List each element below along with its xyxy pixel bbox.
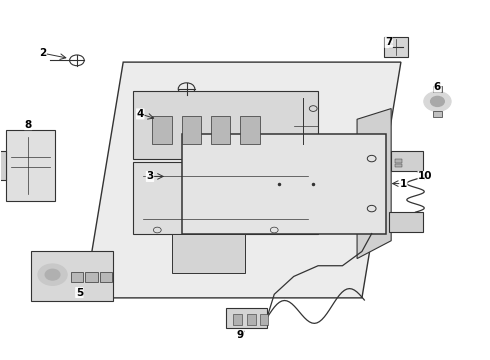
Bar — [233, 314, 242, 325]
Bar — [395, 164, 402, 167]
Bar — [391, 152, 423, 171]
Bar — [395, 159, 402, 163]
Bar — [389, 212, 423, 232]
Polygon shape — [357, 109, 391, 258]
Bar — [85, 272, 98, 282]
Bar — [240, 116, 260, 144]
Text: 8: 8 — [24, 120, 32, 130]
Bar — [6, 130, 55, 202]
Polygon shape — [84, 62, 401, 298]
Text: 3: 3 — [147, 171, 154, 181]
Circle shape — [38, 264, 67, 285]
Text: 2: 2 — [39, 48, 47, 58]
Bar — [71, 272, 83, 282]
Bar — [225, 307, 267, 328]
Text: 6: 6 — [434, 82, 441, 92]
Text: 10: 10 — [418, 171, 433, 181]
Bar — [211, 116, 230, 144]
Bar — [433, 111, 442, 117]
Bar — [247, 314, 256, 325]
Text: 4: 4 — [137, 109, 144, 119]
Text: 1: 1 — [400, 179, 407, 189]
Circle shape — [424, 91, 451, 111]
Bar — [30, 251, 114, 301]
Circle shape — [431, 96, 444, 107]
Bar — [384, 37, 408, 57]
Polygon shape — [172, 234, 245, 273]
Bar — [0, 152, 6, 180]
Polygon shape — [133, 91, 318, 158]
Text: 9: 9 — [237, 330, 244, 341]
Bar — [260, 314, 269, 325]
Text: 5: 5 — [76, 288, 83, 297]
Polygon shape — [133, 162, 318, 234]
Bar — [433, 86, 442, 92]
Polygon shape — [182, 134, 386, 234]
Bar — [152, 116, 172, 144]
Bar — [100, 272, 113, 282]
Circle shape — [45, 269, 60, 280]
Text: 7: 7 — [385, 37, 392, 48]
Bar — [182, 116, 201, 144]
